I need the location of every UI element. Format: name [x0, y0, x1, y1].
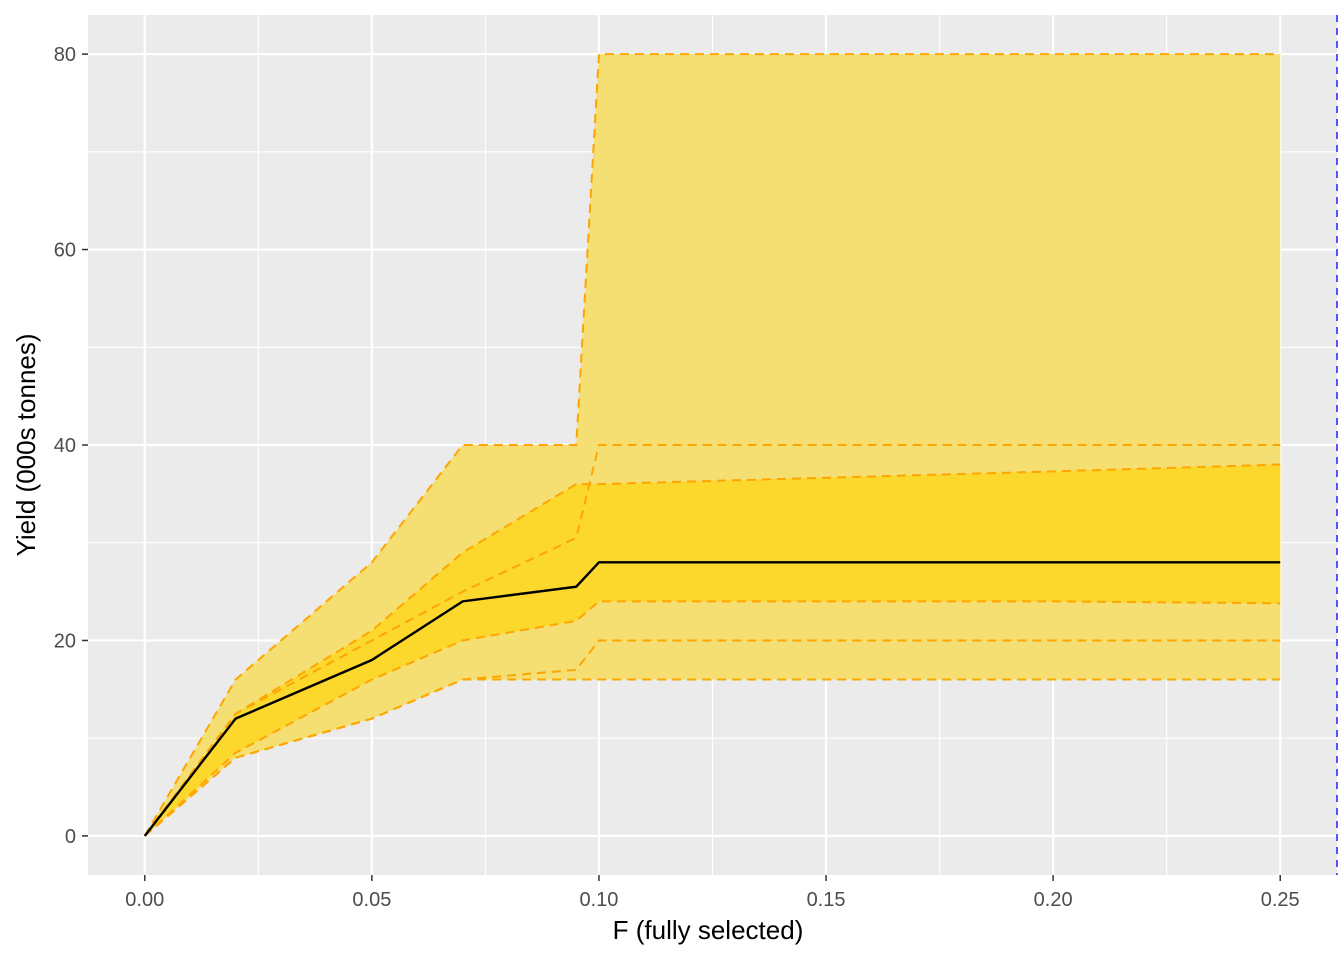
x-tick-label: 0.10 [579, 889, 618, 911]
y-tick-label: 80 [54, 44, 76, 66]
x-axis-title: F (fully selected) [613, 915, 804, 945]
band-edge-inner-mid-upper [143, 444, 1281, 837]
y-axis-title: Yield (000s tonnes) [11, 333, 41, 556]
x-axis: 0.00 0.05 0.10 0.15 0.20 0.25 [125, 875, 1300, 911]
inner-band [144, 464, 1281, 836]
y-tick-label: 0 [65, 826, 76, 848]
x-tick-label: 0.05 [352, 889, 391, 911]
band-edges [143, 53, 1281, 837]
band-edge-outer-upper [143, 53, 1281, 837]
x-tick-label: 0.20 [1034, 889, 1073, 911]
x-tick-label: 0.00 [125, 889, 164, 911]
y-tick-label: 40 [54, 435, 76, 457]
y-axis: 0 20 40 60 80 [54, 44, 88, 848]
median [143, 561, 1281, 837]
band-edge-floor [144, 678, 1281, 837]
x-tick-label: 0.15 [807, 889, 846, 911]
band-edge-inner-upper [143, 463, 1281, 837]
y-tick-label: 20 [54, 630, 76, 652]
x-tick-label: 0.25 [1261, 889, 1300, 911]
band-edge-inner-lower [144, 600, 1281, 837]
median-line [143, 561, 1281, 837]
y-tick-label: 60 [54, 240, 76, 262]
